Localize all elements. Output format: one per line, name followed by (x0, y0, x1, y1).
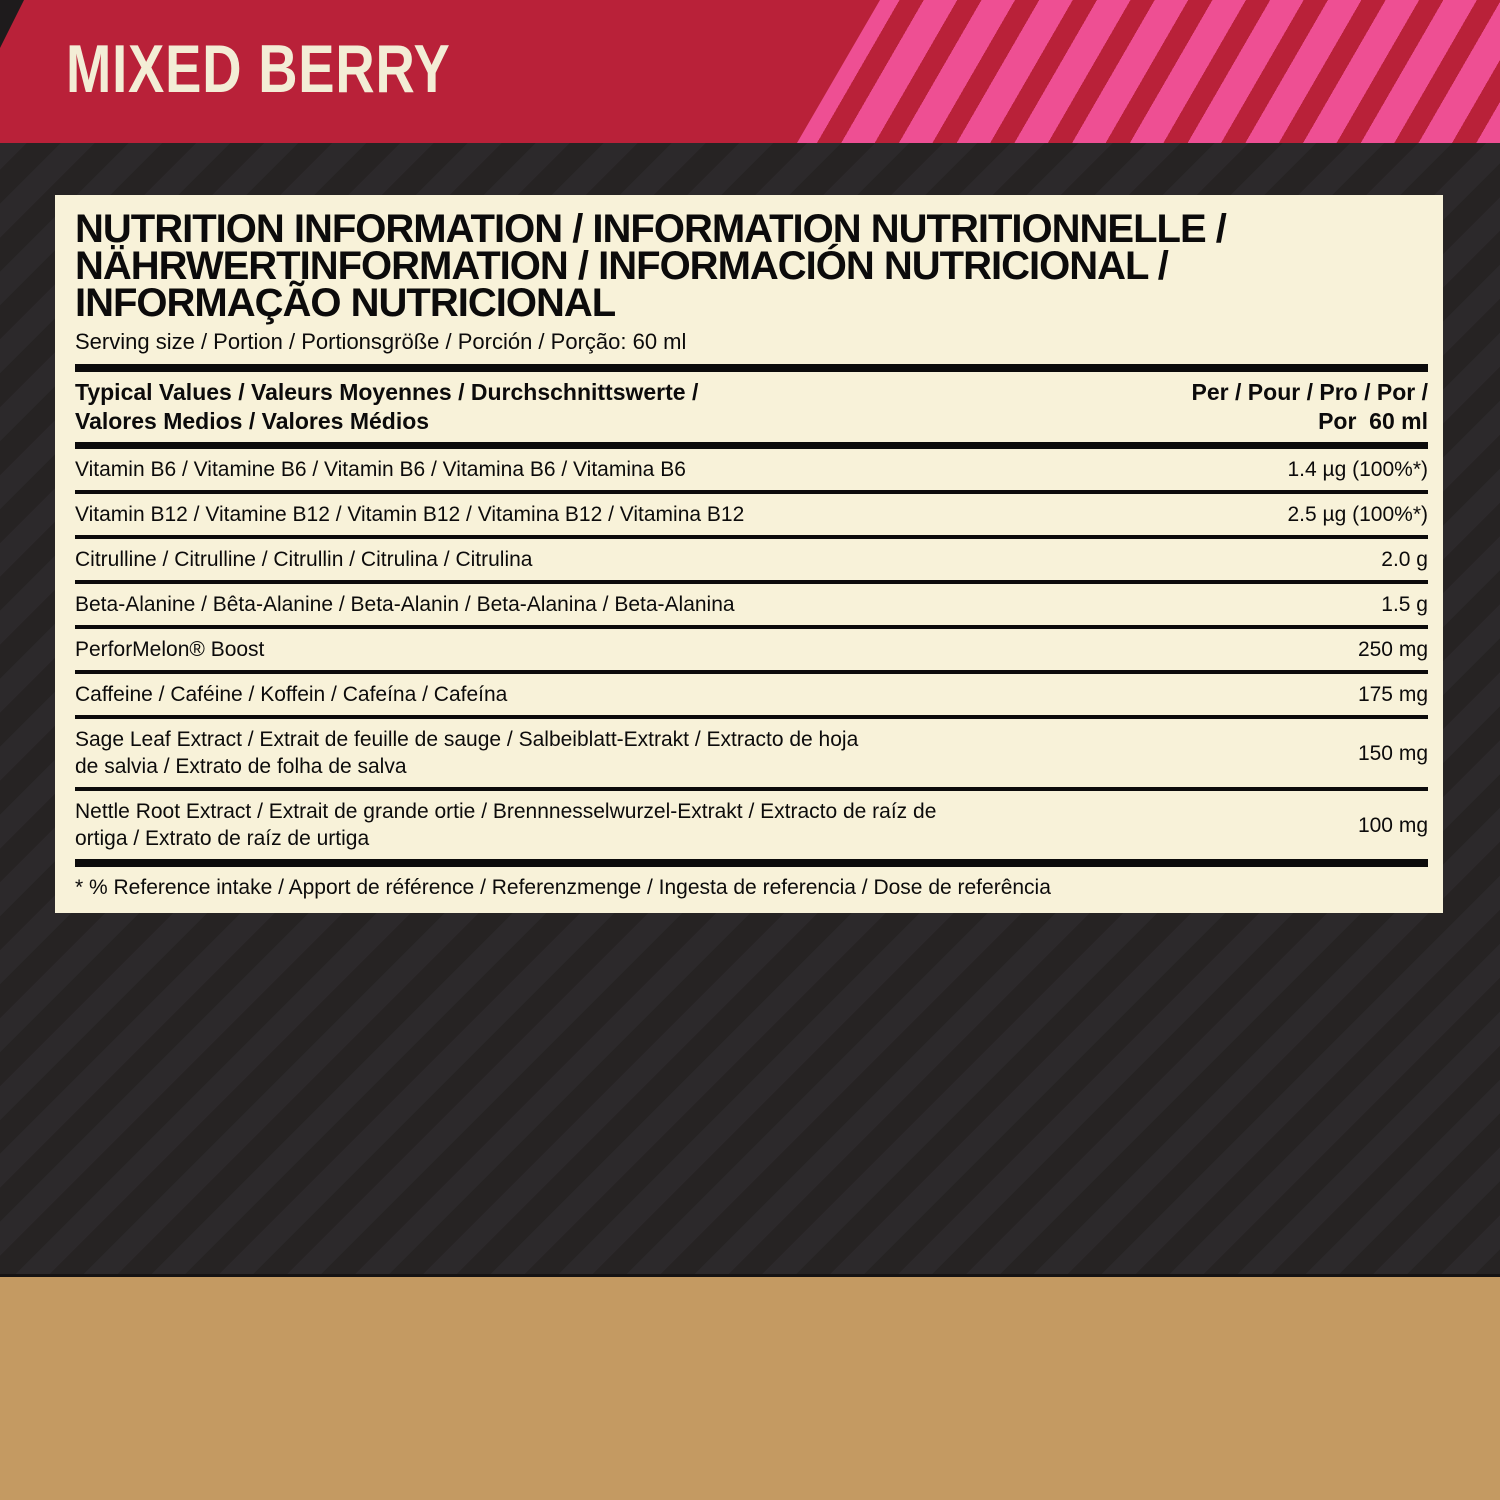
row-value: 100 mg (1357, 813, 1428, 837)
nutrition-panel: NUTRITION INFORMATION / INFORMATION NUTR… (55, 195, 1443, 913)
row-value: 1.4 µg (100%*) (1287, 458, 1428, 481)
row-label: Beta-Alanine / Bêta-Alanine / Beta-Alani… (75, 593, 735, 616)
table-bottom-rule (75, 859, 1428, 867)
nutrition-table: Vitamin B6 / Vitamine B6 / Vitamin B6 / … (75, 449, 1428, 859)
row-label: Sage Leaf Extract / Extrait de feuille d… (75, 728, 859, 778)
row-label: PerforMelon® Boost (75, 638, 265, 661)
table-row: Nettle Root Extract / Extrait de grande … (75, 787, 1428, 859)
row-value: 250 mg (1357, 638, 1428, 661)
table-row: Citrulline / Citrulline / Citrullin / Ci… (75, 535, 1428, 580)
footnote: * % Reference intake / Apport de référen… (75, 876, 1051, 899)
panel-title-line-1: NUTRITION INFORMATION / INFORMATION NUTR… (75, 207, 1227, 251)
flavor-title: MIXED BERRY (66, 30, 451, 107)
row-value: 150 mg (1357, 741, 1428, 765)
row-label: Nettle Root Extract / Extrait de grande … (75, 800, 937, 850)
table-row: PerforMelon® Boost 250 mg (75, 625, 1428, 670)
table-row: Caffeine / Caféine / Koffein / Cafeína /… (75, 670, 1428, 715)
table-row: Sage Leaf Extract / Extrait de feuille d… (75, 715, 1428, 787)
gold-band (0, 1274, 1500, 1500)
row-label: Caffeine / Caféine / Koffein / Cafeína /… (75, 683, 508, 706)
table-row: Vitamin B6 / Vitamine B6 / Vitamin B6 / … (75, 449, 1428, 490)
row-label: Vitamin B12 / Vitamine B12 / Vitamin B12… (75, 503, 745, 526)
serving-size-line: Serving size / Portion / Portionsgröße /… (75, 329, 687, 354)
table-header-left: Typical Values / Valeurs Moyennes / Durc… (75, 379, 699, 434)
panel-title-line-2: NÄHRWERTINFORMATION / INFORMACIÓN NUTRIC… (75, 244, 1169, 288)
flavor-banner: MIXED BERRY (0, 0, 1500, 143)
row-value: 2.5 µg (100%*) (1287, 503, 1428, 526)
table-row: Beta-Alanine / Bêta-Alanine / Beta-Alani… (75, 580, 1428, 625)
table-header-right: Per / Pour / Pro / Por / Por 60 ml (1191, 379, 1428, 434)
row-value: 2.0 g (1381, 548, 1428, 571)
table-header-rule (75, 442, 1428, 449)
pink-stripes-pattern (797, 0, 1500, 143)
panel-title-line-3: INFORMAÇÃO NUTRICIONAL (75, 281, 616, 325)
table-row: Vitamin B12 / Vitamine B12 / Vitamin B12… (75, 490, 1428, 535)
row-label: Vitamin B6 / Vitamine B6 / Vitamin B6 / … (75, 458, 686, 481)
row-value: 175 mg (1357, 683, 1428, 706)
table-header: Typical Values / Valeurs Moyennes / Durc… (75, 372, 1428, 442)
row-label: Citrulline / Citrulline / Citrullin / Ci… (75, 548, 533, 571)
table-top-rule (75, 364, 1428, 372)
panel-title: NUTRITION INFORMATION / INFORMATION NUTR… (75, 207, 1428, 325)
row-value: 1.5 g (1381, 593, 1428, 616)
